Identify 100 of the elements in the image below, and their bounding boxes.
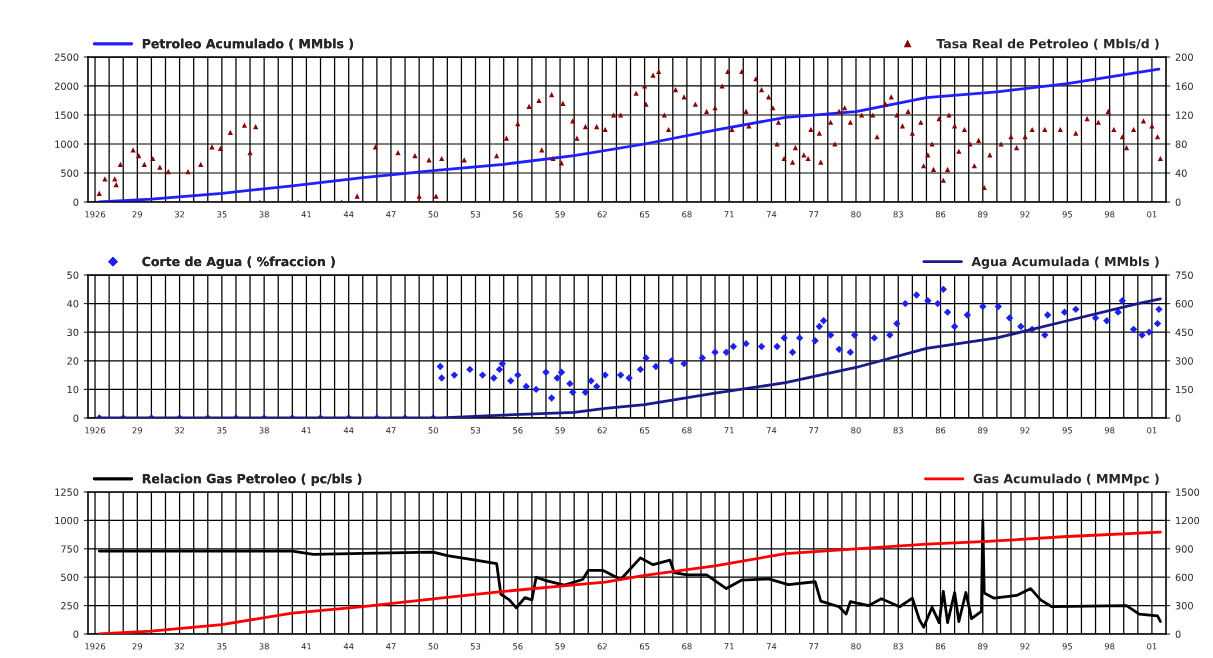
x-tick-label: 71 — [724, 427, 734, 434]
y-tick-label: 0 — [73, 414, 79, 422]
x-tick-label: 38 — [259, 211, 269, 218]
x-tick-label: 95 — [1062, 427, 1072, 434]
x-tick-label: 71 — [724, 211, 734, 218]
x-tick-label: 65 — [639, 211, 650, 218]
x-tick-label: 80 — [851, 427, 861, 434]
x-tick-label: 68 — [682, 427, 692, 434]
x-tick-label: 92 — [1020, 643, 1030, 650]
x-tick-label: 62 — [597, 643, 607, 650]
x-tick-label: 32 — [174, 427, 185, 434]
y-tick-label: 1500 — [55, 111, 79, 119]
x-tick-label: 80 — [851, 211, 861, 218]
x-tick-label: 83 — [893, 211, 903, 218]
x-tick-label: 44 — [343, 427, 354, 434]
x-tick-label: 86 — [935, 427, 946, 434]
y2-tick-label: 1200 — [1176, 516, 1200, 525]
y2-tick-label: 0 — [1175, 630, 1181, 638]
y-tick-label: 20 — [67, 357, 79, 365]
y-tick-label: 2000 — [54, 82, 79, 90]
x-tick-label: 59 — [555, 211, 565, 218]
x-tick-label: 47 — [386, 427, 396, 434]
y2-tick-label: 200 — [1175, 53, 1193, 61]
legend-label: Corte de Agua ( %fraccion ) — [142, 256, 335, 269]
x-tick-label: 95 — [1062, 211, 1072, 218]
y2-tick-label: 900 — [1175, 545, 1193, 553]
legend-label: Tasa Real de Petroleo ( Mbls/d ) — [936, 38, 1159, 50]
x-tick-label: 50 — [428, 643, 438, 650]
x-tick-label: 44 — [343, 643, 354, 650]
x-tick-label: 1926 — [85, 211, 106, 218]
x-tick-label: 65 — [639, 427, 650, 434]
x-tick-label: 74 — [766, 643, 777, 650]
x-tick-label: 38 — [259, 427, 269, 434]
x-tick-label: 56 — [513, 643, 523, 650]
x-tick-label: 89 — [978, 643, 988, 650]
y-tick-label: 0 — [73, 630, 79, 638]
y-tick-label: 250 — [61, 602, 79, 610]
x-tick-label: 29 — [132, 643, 143, 650]
x-tick-label: 92 — [1020, 427, 1030, 434]
y-tick-label: 1000 — [55, 516, 79, 525]
y-tick-label: 1250 — [55, 488, 79, 496]
x-tick-label: 50 — [428, 211, 438, 218]
x-tick-label: 80 — [851, 643, 861, 650]
x-tick-label: 53 — [470, 427, 481, 434]
x-tick-label: 71 — [724, 643, 734, 650]
y2-tick-label: 1500 — [1176, 488, 1200, 496]
y2-tick-label: 450 — [1175, 328, 1193, 337]
y-tick-label: 2500 — [54, 53, 79, 61]
y-tick-label: 750 — [61, 545, 79, 553]
x-tick-label: 62 — [597, 211, 607, 218]
x-tick-label: 35 — [217, 427, 227, 434]
x-tick-label: 86 — [935, 643, 946, 650]
x-tick-label: 41 — [301, 211, 311, 218]
x-tick-label: 47 — [386, 211, 396, 218]
x-tick-label: 98 — [1104, 427, 1115, 434]
y-tick-label: 10 — [67, 385, 79, 394]
x-tick-label: 65 — [639, 643, 650, 650]
y2-tick-label: 600 — [1175, 300, 1193, 308]
x-tick-label: 74 — [766, 427, 777, 434]
legend-label: Agua Acumulada ( MMbls ) — [971, 256, 1159, 269]
y-tick-label: 40 — [67, 300, 79, 308]
x-tick-label: 98 — [1104, 643, 1115, 650]
x-tick-label: 53 — [470, 643, 481, 650]
y2-tick-label: 0 — [1175, 198, 1181, 206]
x-tick-label: 77 — [809, 427, 819, 434]
y2-tick-label: 600 — [1175, 573, 1193, 582]
x-tick-label: 35 — [217, 643, 227, 650]
x-tick-label: 1926 — [85, 427, 106, 434]
x-tick-label: 68 — [682, 643, 692, 650]
x-tick-label: 77 — [809, 211, 819, 218]
y2-tick-label: 120 — [1176, 111, 1193, 119]
legend-label: Petroleo Acumulado ( MMbls ) — [142, 38, 353, 50]
x-tick-label: 32 — [174, 643, 185, 650]
x-tick-label: 86 — [935, 211, 946, 218]
y2-tick-label: 150 — [1176, 385, 1193, 394]
y2-tick-label: 300 — [1175, 602, 1193, 610]
x-tick-label: 01 — [1147, 211, 1157, 218]
y-tick-label: 1000 — [55, 140, 79, 148]
y2-tick-label: 80 — [1175, 140, 1187, 148]
x-tick-label: 89 — [978, 211, 988, 218]
x-tick-label: 29 — [132, 211, 143, 218]
x-tick-label: 44 — [343, 211, 354, 218]
x-tick-label: 98 — [1104, 211, 1115, 218]
x-tick-label: 41 — [301, 643, 311, 650]
y-tick-label: 30 — [67, 328, 79, 337]
x-tick-label: 77 — [809, 643, 819, 650]
legend-label: Relacion Gas Petroleo ( pc/bls ) — [142, 473, 362, 486]
x-tick-label: 95 — [1062, 643, 1072, 650]
x-tick-label: 89 — [978, 427, 988, 434]
y2-tick-label: 0 — [1175, 414, 1181, 422]
x-tick-label: 47 — [386, 643, 396, 650]
x-tick-label: 83 — [893, 643, 903, 650]
x-tick-label: 35 — [217, 211, 227, 218]
y2-tick-label: 40 — [1175, 169, 1187, 177]
y-tick-label: 0 — [73, 198, 79, 206]
y2-tick-label: 160 — [1176, 82, 1193, 90]
x-tick-label: 29 — [132, 427, 143, 434]
x-tick-label: 1926 — [85, 643, 106, 650]
x-tick-label: 74 — [766, 211, 777, 218]
x-tick-label: 32 — [174, 211, 185, 218]
